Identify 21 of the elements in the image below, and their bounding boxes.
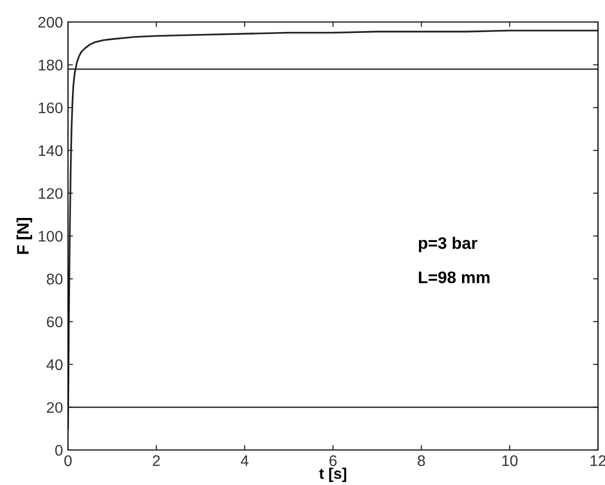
x-tick-label: 10 [502, 455, 518, 466]
annotation: L=98 mm [418, 271, 490, 284]
x-tick-label: 6 [330, 455, 337, 466]
y-tick-label: 40 [46, 359, 63, 370]
annotation: p=3 bar [418, 236, 478, 252]
y-tick-label: 60 [46, 316, 63, 328]
y-tick-label: 20 [46, 402, 63, 413]
x-axis-title: t [s] [319, 468, 346, 482]
y-axis-title: F [N] [16, 218, 32, 254]
x-tick-label: 4 [240, 455, 248, 466]
y-tick-label: 140 [38, 145, 63, 156]
y-tick-label: 100 [38, 230, 63, 242]
y-tick-label: 80 [46, 274, 63, 284]
x-tick-label: 8 [418, 455, 425, 466]
y-tick-label: 180 [38, 60, 63, 70]
y-tick-label: 200 [38, 16, 63, 28]
y-tick-label: 160 [38, 102, 63, 114]
y-tick-label: 0 [55, 444, 63, 456]
x-tick-label: 0 [64, 455, 72, 466]
y-tick-label: 120 [38, 188, 63, 199]
x-tick-label: 2 [152, 455, 160, 466]
